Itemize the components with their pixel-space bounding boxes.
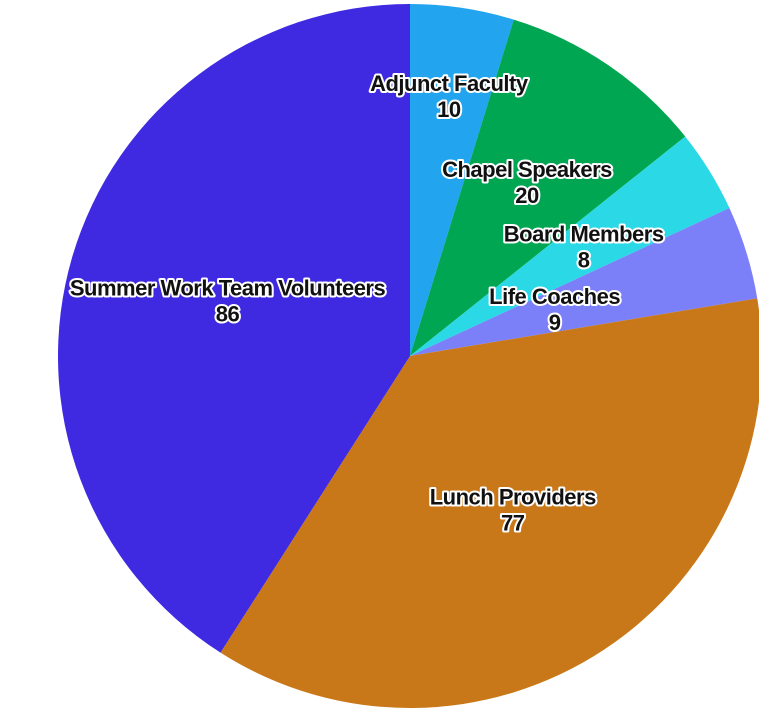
- slice-label: Summer Work Team Volunteers: [70, 276, 386, 301]
- pie-slice: [410, 136, 730, 356]
- slice-value: 8: [578, 247, 590, 272]
- slice-value: 20: [515, 183, 539, 208]
- pie-slice: [410, 4, 514, 356]
- pie-slice: [220, 298, 759, 708]
- pie-slice: [410, 208, 758, 356]
- slice-label: Board Members: [504, 221, 664, 246]
- pie-slice: [410, 19, 686, 357]
- slice-value: 10: [437, 97, 461, 122]
- slice-label: Lunch Providers: [430, 485, 596, 510]
- pie-slice: [57, 4, 411, 653]
- slice-value: 9: [549, 310, 561, 335]
- slice-label: Chapel Speakers: [442, 157, 612, 182]
- slice-label: Adjunct Faculty: [370, 71, 529, 96]
- slice-value: 86: [216, 302, 240, 327]
- slice-value: 77: [501, 511, 525, 536]
- slice-label: Life Coaches: [489, 284, 620, 309]
